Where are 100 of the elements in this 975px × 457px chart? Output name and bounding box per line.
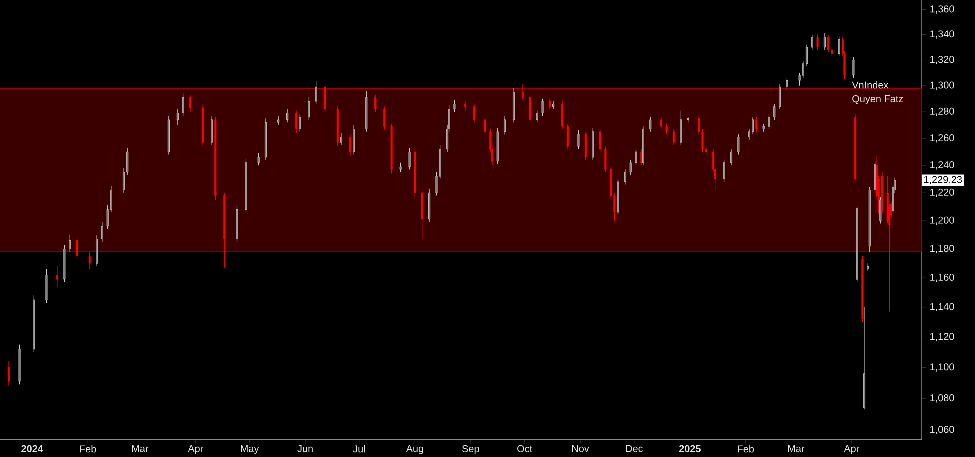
x-tick-label: Dec — [626, 445, 644, 452]
x-tick-label: Sep — [462, 445, 480, 454]
y-tick-label: 1,120 — [930, 333, 954, 342]
candlestick — [522, 84, 524, 100]
candlestick — [408, 148, 411, 170]
x-tick-label: Apr — [188, 445, 204, 454]
candlestick — [484, 117, 486, 136]
candlestick — [536, 110, 538, 123]
candlestick — [756, 117, 758, 132]
y-tick-label: 1,180 — [930, 245, 954, 254]
y-tick-label: 1,220 — [930, 188, 954, 198]
candlestick — [529, 94, 532, 123]
y-tick-label: 1,060 — [930, 426, 954, 434]
text: 1,229.23 — [924, 176, 962, 184]
x-tick-label: Mar — [788, 445, 805, 452]
x-tick-label: 2024 — [22, 445, 44, 452]
x-tick-label: Apr — [844, 445, 860, 454]
candlestick — [548, 98, 551, 110]
candlestick — [69, 234, 72, 252]
candlestick — [278, 116, 280, 126]
candlestick — [340, 132, 342, 146]
candlestick — [672, 128, 675, 146]
candlestick — [88, 252, 91, 270]
y-tick-label: 1,100 — [930, 364, 954, 372]
candlestick — [211, 116, 214, 146]
candlestick — [660, 117, 662, 130]
y-tick-label: 1,080 — [930, 394, 954, 403]
candlestick — [604, 146, 607, 173]
x-tick-label: Jul — [353, 445, 366, 453]
candlestick — [635, 149, 638, 166]
y-tick-label: 1,340 — [930, 30, 954, 39]
candlestick — [542, 98, 544, 116]
y-tick-label: 1,140 — [930, 303, 954, 312]
candlestick — [56, 266, 59, 288]
candlestick — [811, 34, 814, 50]
candlestick — [349, 134, 352, 156]
candlestick — [624, 169, 626, 186]
candlestick — [296, 110, 298, 134]
x-tick-label: Jun — [298, 445, 313, 452]
candlestick — [599, 128, 602, 152]
candlestick — [562, 101, 564, 130]
x-tick-label: May — [241, 445, 260, 454]
y-tick-label: 1,320 — [930, 56, 954, 64]
candlestick — [504, 116, 506, 135]
candlestick — [176, 109, 179, 126]
candlestick — [578, 130, 580, 150]
annotation: VnIndex — [852, 81, 889, 89]
candlestick — [190, 94, 192, 112]
candlestick — [286, 109, 289, 123]
candlestick — [353, 124, 356, 156]
candlestick — [8, 361, 10, 387]
candlestick — [400, 162, 402, 173]
candlestick — [454, 100, 456, 112]
x-tick-label: Oct — [518, 445, 532, 452]
y-tick-label: 1,260 — [930, 134, 954, 143]
candlestick — [650, 117, 652, 132]
y-tick-label: 1,300 — [930, 82, 954, 90]
candlestick — [824, 33, 826, 50]
candlestick — [315, 80, 318, 104]
candlestick — [299, 114, 302, 132]
x-tick-label: Feb — [738, 445, 754, 453]
candlestick — [384, 106, 386, 131]
candlestick — [666, 124, 668, 135]
candlestick — [738, 134, 740, 156]
candlestick — [324, 84, 326, 114]
candlestick — [838, 36, 840, 57]
candlestick — [774, 104, 776, 120]
candlestick — [584, 132, 587, 160]
y-tick-label: 1,280 — [930, 108, 954, 116]
candlestick — [816, 34, 819, 50]
candlestick — [566, 124, 569, 150]
candlestick — [786, 78, 788, 90]
x-tick-label: Aug — [406, 445, 424, 454]
candlestick — [640, 149, 643, 166]
candlestick — [552, 101, 555, 110]
y-tick-label: 1,360 — [930, 6, 954, 14]
x-tick-label: Nov — [572, 445, 590, 452]
candlestick — [473, 104, 476, 123]
candlestick — [779, 84, 782, 110]
candlestick — [258, 153, 260, 166]
candlestick — [880, 196, 882, 224]
y-tick-label: 1,240 — [930, 161, 954, 170]
y-tick-label: 1,200 — [930, 216, 954, 226]
candlestick — [182, 93, 184, 116]
candlestick — [374, 94, 377, 112]
candlestick — [464, 101, 467, 112]
candlestick — [828, 34, 830, 53]
candlestick — [308, 97, 310, 120]
y-tick-label: 1,160 — [930, 274, 954, 282]
candlestick — [852, 57, 855, 78]
candlestick — [730, 149, 733, 166]
candlestick — [76, 238, 78, 262]
annotation: Quyen Fatz — [852, 95, 904, 104]
candlestick — [768, 114, 770, 130]
x-tick-label: 2025 — [679, 445, 701, 452]
candlestick — [680, 110, 682, 146]
candlestick — [630, 160, 632, 176]
candlestick — [101, 222, 104, 242]
x-tick-label: Mar — [132, 445, 149, 452]
candlestick — [752, 117, 754, 135]
